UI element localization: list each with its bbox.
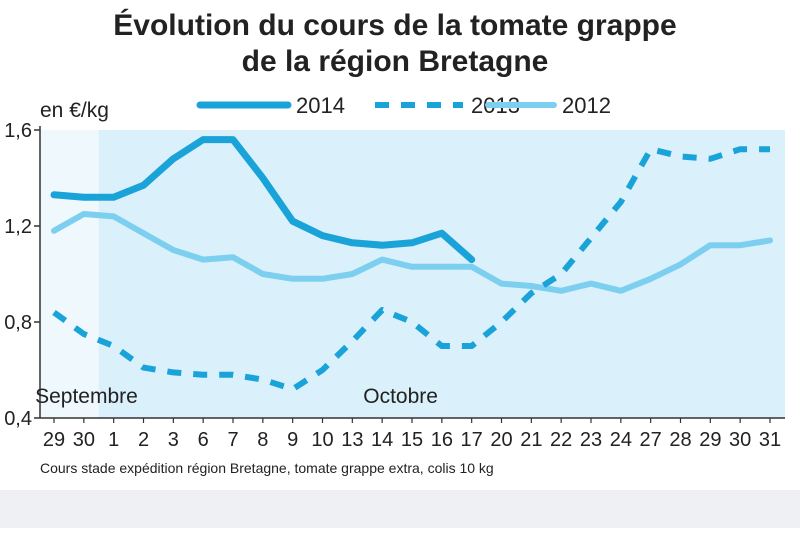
x-tick-label: 29: [43, 429, 65, 451]
x-tick-label: 8: [257, 429, 268, 451]
bottom-band: [0, 490, 800, 528]
month-label: Octobre: [363, 385, 438, 408]
x-tick-label: 13: [341, 429, 363, 451]
y-axis-label: en €/kg: [40, 99, 109, 122]
x-tick-label: 28: [669, 429, 691, 451]
x-tick-label: 27: [640, 429, 662, 451]
series-line-2013: [52, 146, 770, 393]
month-label: Septembre: [35, 385, 138, 408]
month-labels: Septembre Octobre: [35, 385, 438, 408]
x-tick-label: 30: [729, 429, 751, 451]
chart-title-line2: de la région Bretagne: [241, 45, 549, 78]
x-tick-label: 31: [759, 429, 781, 451]
y-ticks: 0,4 0,8 1,2 1,6: [4, 120, 40, 430]
y-tick-label: 0,4: [4, 408, 32, 430]
x-tick-label: 15: [401, 429, 423, 451]
y-tick-label: 1,2: [4, 216, 32, 238]
y-tick-label: 1,6: [4, 120, 32, 142]
x-tick-label: 7: [227, 429, 238, 451]
x-ticks: 29 30 1 2 3 6 7 8 9 10 13 14 15 16 17 20 21 22 23 24 27 28 29 3…: [43, 418, 781, 451]
chart-title-line1: Évolution du cours de la tomate grappe: [113, 9, 677, 42]
x-tick-label: 30: [73, 429, 95, 451]
september-band: [40, 130, 99, 418]
x-tick-label: 2: [138, 429, 149, 451]
x-tick-label: 20: [490, 429, 512, 451]
series-line-2012: [51, 211, 773, 294]
x-tick-label: 6: [198, 429, 209, 451]
series-line-2014: [50, 136, 476, 264]
x-tick-label: 1: [108, 429, 119, 451]
x-tick-label: 24: [610, 429, 632, 451]
x-tick-label: 16: [431, 429, 453, 451]
x-tick-label: 22: [550, 429, 572, 451]
legend-label-2014: 2014: [296, 93, 345, 118]
source-note: Cours stade expédition région Bretagne, …: [40, 460, 494, 476]
legend: 201420132012: [196, 93, 611, 118]
y-tick-label: 0,8: [4, 312, 32, 334]
chart-title: Évolution du cours de la tomate grappe d…: [0, 8, 790, 80]
x-tick-label: 9: [287, 429, 298, 451]
x-tick-label: 10: [311, 429, 333, 451]
plot-background: [40, 130, 785, 418]
x-tick-label: 17: [461, 429, 483, 451]
x-tick-label: 14: [371, 429, 393, 451]
x-tick-label: 3: [168, 429, 179, 451]
x-tick-label: 21: [520, 429, 542, 451]
x-tick-label: 29: [699, 429, 721, 451]
x-tick-label: 23: [580, 429, 602, 451]
legend-label-2012: 2012: [562, 93, 611, 118]
series-layer: [50, 136, 773, 393]
